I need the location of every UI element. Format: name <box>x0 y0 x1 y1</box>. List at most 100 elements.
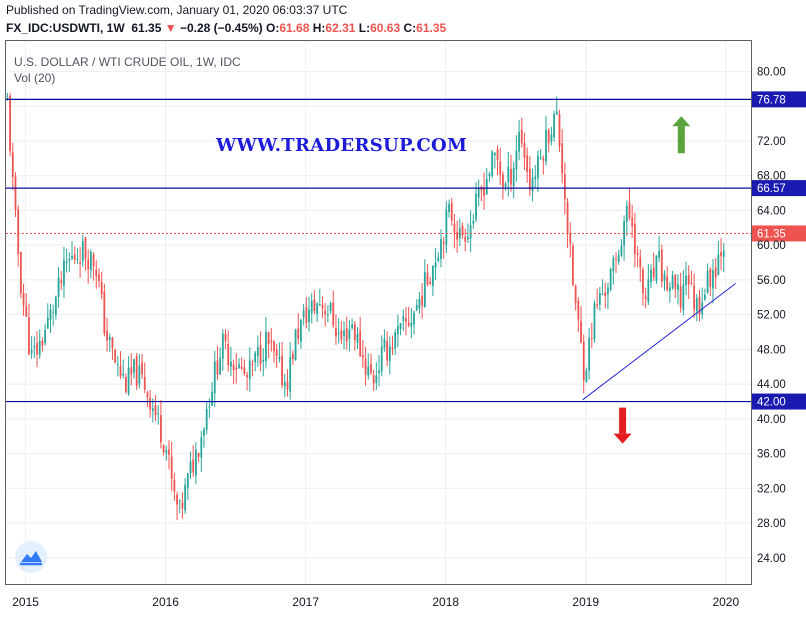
candle-body <box>68 259 71 261</box>
candle-body <box>668 287 671 292</box>
chart-frame <box>5 40 752 585</box>
candle-body <box>143 377 146 390</box>
candle-body <box>256 347 259 356</box>
tradingview-logo-icon[interactable] <box>15 541 47 573</box>
candle-body <box>453 223 456 233</box>
y-axis-tick-label: 40.00 <box>757 414 786 426</box>
candle-body <box>671 275 674 289</box>
candle-body <box>203 429 205 437</box>
candle-body <box>690 283 693 285</box>
candle-body <box>405 317 407 322</box>
candle-body <box>318 304 321 306</box>
candle-body <box>539 157 542 160</box>
candle-body <box>294 329 297 361</box>
candle-body <box>195 449 197 476</box>
candle-body <box>351 324 354 329</box>
high-value: 62.31 <box>325 21 356 35</box>
candle-body <box>445 209 448 246</box>
candle-body <box>642 269 644 293</box>
candle-body <box>157 413 160 415</box>
candle-body <box>133 359 135 373</box>
candle-body <box>593 303 596 340</box>
candle-body <box>563 174 566 200</box>
grid-group <box>6 41 751 584</box>
candle-body <box>515 150 518 170</box>
tradingview-logo-glyph <box>19 551 43 566</box>
candle-body <box>421 295 424 306</box>
candle-body <box>674 275 677 289</box>
candle-body <box>119 365 122 377</box>
y-axis-tick-label: 24.00 <box>757 553 786 565</box>
candle-body <box>71 255 73 259</box>
candle-body <box>644 296 647 300</box>
level-price-label: 76.78 <box>757 94 786 106</box>
watermark-text: WWW.TRADERSUP.COM <box>216 135 468 156</box>
candle-body <box>211 391 213 406</box>
candle-body <box>590 338 593 340</box>
candle-body <box>216 360 219 375</box>
candle-body <box>116 363 119 365</box>
candle-body <box>28 317 30 355</box>
candle-body <box>173 479 176 492</box>
candle-body <box>235 367 238 370</box>
candle-body <box>574 285 577 303</box>
candle-body <box>335 327 337 337</box>
candle-body <box>402 316 405 321</box>
candle-body <box>410 322 413 327</box>
y-axis-tick-label: 68.00 <box>757 171 786 183</box>
candle-body <box>259 345 262 364</box>
candle-body <box>429 281 432 284</box>
candle-body <box>588 338 590 371</box>
candle-body <box>337 332 340 335</box>
candle-body <box>162 445 165 453</box>
candle-body <box>353 324 356 340</box>
y-axis-tick-label: 36.00 <box>757 449 786 461</box>
candle-body <box>89 251 92 271</box>
candle-body <box>154 405 157 415</box>
candle-body <box>491 151 494 176</box>
candle-body <box>585 370 588 383</box>
candle-body <box>655 255 658 281</box>
candle-body <box>340 330 343 340</box>
x-axis-tick-label: 2019 <box>572 595 599 609</box>
candle-body <box>580 321 582 343</box>
candle-body <box>103 291 106 334</box>
candle-body <box>523 142 526 158</box>
candle-body <box>178 500 181 502</box>
candle-body <box>208 406 211 408</box>
candle-body <box>262 359 265 362</box>
candle-body <box>213 361 216 394</box>
y-axis-tick-label: 52.00 <box>757 310 786 322</box>
level-price-tag <box>752 91 806 108</box>
candle-body <box>499 161 502 176</box>
candle-body <box>528 168 531 190</box>
x-axis-tick-label: 2017 <box>292 595 319 609</box>
candle-body <box>63 260 65 286</box>
close-label: C: <box>403 21 417 35</box>
candle-body <box>383 338 386 348</box>
candle-body <box>720 252 722 257</box>
candle-body <box>467 237 469 240</box>
candle-body <box>431 265 434 286</box>
candle-body <box>391 347 394 350</box>
candles-group <box>6 92 725 521</box>
candle-body <box>504 183 507 188</box>
candle-body <box>706 271 709 293</box>
open-value: 61.68 <box>279 21 310 35</box>
candle-body <box>106 330 108 341</box>
candle-body <box>722 250 725 257</box>
candle-body <box>95 269 98 277</box>
candle-body <box>561 143 564 174</box>
candle-body <box>612 258 615 272</box>
candle-body <box>477 188 480 198</box>
candle-body <box>703 294 706 300</box>
candle-body <box>348 329 351 339</box>
candle-body <box>709 268 712 287</box>
candle-body <box>695 297 698 312</box>
candle-body <box>687 275 690 285</box>
candle-body <box>52 311 55 313</box>
candle-body <box>265 331 267 362</box>
candle-body <box>507 166 510 182</box>
candle-body <box>566 202 569 235</box>
